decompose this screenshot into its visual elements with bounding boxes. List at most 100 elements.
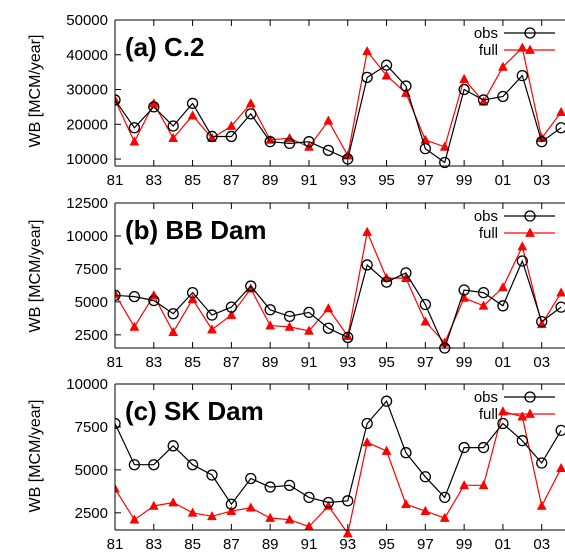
point-full	[323, 115, 334, 125]
y-tick-label: 7500	[75, 261, 108, 278]
point-obs	[516, 255, 528, 267]
point-full	[439, 512, 450, 522]
point-obs	[536, 315, 548, 328]
legend-marker-obs	[524, 210, 536, 222]
point-full	[517, 241, 528, 251]
y-tick-label: 2500	[75, 327, 108, 344]
point-obs	[361, 71, 373, 84]
y-tick-label: 50000	[66, 12, 108, 29]
x-tick-label: 91	[301, 354, 318, 371]
point-full	[498, 406, 508, 416]
point-obs	[477, 441, 490, 454]
point-obs	[206, 309, 218, 321]
y-axis-label: WB [MCM/year]	[27, 35, 44, 148]
x-tick-label: 99	[456, 172, 473, 189]
legend-marker-full	[525, 44, 535, 54]
point-obs	[167, 120, 179, 132]
point-full	[342, 528, 353, 538]
panel-title: (a) C.2	[125, 32, 204, 62]
point-full	[459, 480, 470, 490]
point-obs	[361, 417, 373, 430]
point-full	[168, 497, 179, 507]
y-tick-label: 5000	[75, 294, 108, 311]
point-obs	[303, 306, 315, 319]
point-full	[129, 321, 140, 331]
point-obs	[497, 300, 509, 312]
point-full	[478, 300, 489, 310]
point-full	[284, 321, 295, 331]
point-obs	[167, 308, 179, 320]
point-obs	[128, 459, 141, 471]
point-full	[362, 45, 373, 56]
point-obs	[400, 80, 412, 92]
point-obs	[245, 280, 257, 292]
point-full	[226, 120, 237, 130]
plot-area	[115, 42, 565, 169]
x-tick-label: 91	[301, 172, 318, 189]
point-full	[439, 141, 450, 151]
x-tick-label: 89	[262, 172, 279, 189]
point-obs	[419, 142, 431, 155]
point-obs	[225, 301, 238, 313]
point-obs	[361, 259, 373, 271]
point-full	[556, 287, 565, 297]
point-full	[556, 462, 565, 473]
point-full	[498, 61, 508, 71]
x-tick-label: 97	[417, 536, 434, 553]
legend-label-obs: obs	[474, 25, 498, 42]
point-obs	[322, 322, 335, 334]
panel-1: 10000 20000 30000 40000 50000 81 83 85 87 89 91 93 9…	[27, 12, 565, 189]
series-line-obs	[115, 259, 562, 350]
legend-marker-obs	[524, 27, 536, 39]
point-full	[420, 505, 431, 515]
point-obs	[322, 496, 335, 509]
point-full	[148, 289, 159, 300]
point-obs	[303, 491, 315, 504]
point-full	[323, 303, 334, 313]
legend-label-obs: obs	[474, 389, 498, 406]
x-tick-label: 83	[145, 536, 162, 553]
point-full	[207, 510, 217, 521]
point-full	[381, 70, 392, 80]
y-tick-label: 10000	[66, 228, 108, 245]
point-obs	[264, 136, 276, 148]
point-full	[498, 282, 508, 292]
point-obs	[148, 101, 160, 113]
point-obs	[148, 459, 160, 471]
point-obs	[245, 472, 257, 485]
y-tick-label: 40000	[66, 47, 108, 64]
point-obs	[128, 290, 141, 303]
point-full	[168, 132, 179, 143]
x-tick-label: 99	[456, 354, 473, 371]
point-obs	[477, 94, 490, 106]
point-full	[148, 500, 159, 510]
point-obs	[380, 395, 393, 407]
x-tick-label: 81	[107, 172, 124, 189]
point-full	[265, 320, 276, 330]
point-obs	[419, 298, 431, 311]
point-full	[304, 325, 314, 335]
x-tick-label: 93	[339, 172, 356, 189]
point-full	[187, 293, 198, 304]
point-obs	[458, 284, 470, 296]
x-tick-label: 85	[184, 536, 201, 553]
y-axis-label: WB [MCM/year]	[27, 220, 44, 333]
point-obs	[264, 304, 276, 316]
point-full	[459, 73, 470, 83]
legend-marker-obs	[524, 391, 536, 403]
y-tick-label: 12500	[66, 195, 108, 212]
point-full	[517, 42, 528, 52]
x-tick-label: 01	[495, 536, 512, 553]
x-tick-label: 01	[495, 172, 512, 189]
plot-area	[115, 226, 565, 354]
y-tick-label: 5000	[75, 462, 108, 479]
point-obs	[225, 498, 238, 510]
point-obs	[458, 83, 470, 96]
point-obs	[225, 130, 238, 143]
legend-label-full: full	[479, 225, 498, 242]
x-tick-label: 93	[339, 354, 356, 371]
y-tick-label: 7500	[75, 419, 108, 436]
point-obs	[536, 457, 548, 469]
point-obs	[186, 97, 199, 110]
